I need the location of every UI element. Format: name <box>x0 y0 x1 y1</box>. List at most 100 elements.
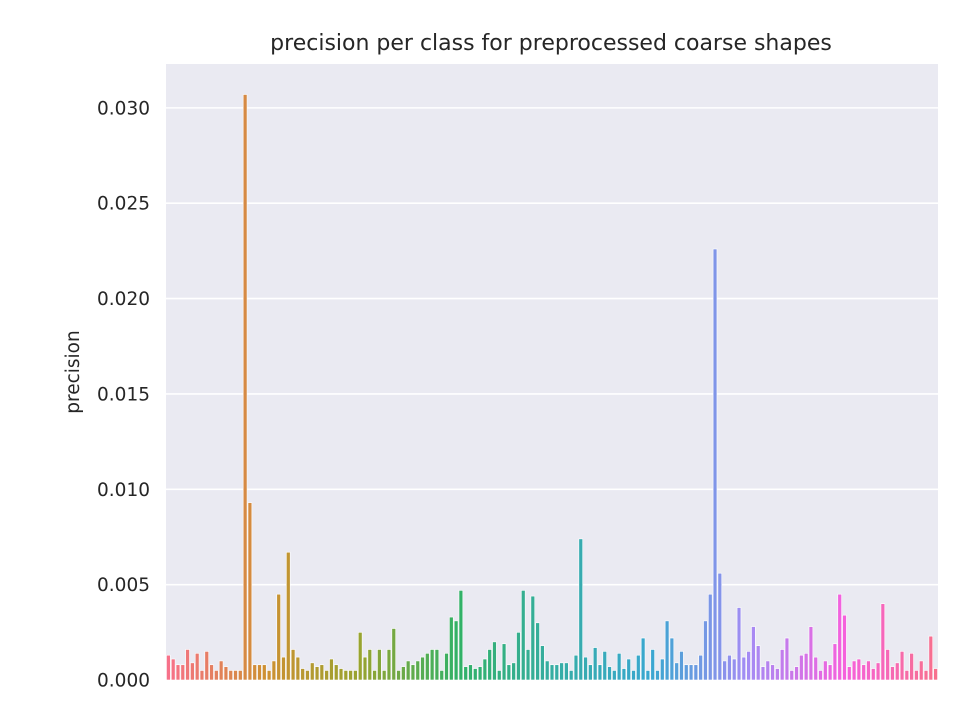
y-tick-label: 0.020 <box>97 289 150 310</box>
bar <box>223 666 229 681</box>
bar <box>199 670 205 681</box>
bar <box>262 664 267 681</box>
bar <box>861 664 866 681</box>
bar <box>228 670 233 681</box>
y-tick-labels: 0.000 0.005 0.010 0.015 0.020 0.025 0.030 <box>97 98 150 691</box>
bar <box>674 662 679 681</box>
bar <box>310 662 315 681</box>
bar <box>703 620 708 681</box>
bar <box>233 670 238 681</box>
bar <box>914 670 919 681</box>
bar <box>391 628 396 681</box>
bar <box>324 670 329 681</box>
bar <box>573 654 579 681</box>
bar <box>295 656 301 681</box>
bar <box>401 666 406 681</box>
bar <box>463 666 468 681</box>
bar <box>717 572 723 681</box>
bar <box>746 651 751 681</box>
bar <box>568 670 574 681</box>
bar <box>779 649 785 681</box>
bar <box>698 654 703 681</box>
bar <box>214 670 219 681</box>
plot-background <box>166 64 938 680</box>
bar <box>597 664 603 681</box>
bar <box>300 668 305 681</box>
bar <box>487 649 492 681</box>
y-tick-label: 0.005 <box>97 575 150 596</box>
bar <box>209 664 214 681</box>
bar <box>305 670 310 681</box>
bar <box>909 652 914 681</box>
bar <box>170 658 176 681</box>
gridlines <box>166 107 938 681</box>
bar <box>458 590 464 681</box>
bar <box>314 666 320 681</box>
bar <box>286 551 291 681</box>
bar <box>760 666 766 681</box>
bar <box>276 593 281 681</box>
bar <box>851 660 857 681</box>
bar <box>645 670 651 681</box>
bar <box>727 654 732 681</box>
bar <box>731 658 737 681</box>
y-tick-label: 0.015 <box>97 384 150 405</box>
bar <box>837 593 842 681</box>
bar <box>194 652 200 681</box>
bar <box>655 670 660 681</box>
bar <box>616 652 622 681</box>
bar <box>660 658 665 681</box>
bar <box>708 593 713 681</box>
bar <box>362 656 368 681</box>
bar <box>856 658 862 681</box>
bar <box>640 637 646 681</box>
bar <box>482 658 488 681</box>
bar <box>803 652 809 681</box>
y-tick-label: 0.000 <box>97 671 150 692</box>
bar <box>712 248 718 681</box>
bar <box>736 607 742 681</box>
bar <box>693 664 699 681</box>
bar <box>477 666 483 681</box>
bar <box>631 670 636 681</box>
y-tick-label: 0.010 <box>97 480 150 501</box>
bar <box>247 502 253 681</box>
bar <box>890 666 895 681</box>
bar <box>492 641 497 681</box>
bar <box>386 649 392 681</box>
bar <box>866 660 871 681</box>
bar <box>895 662 900 681</box>
bar <box>847 666 852 681</box>
bar <box>266 670 272 681</box>
bar <box>453 620 459 681</box>
bar <box>751 626 756 681</box>
bar <box>329 658 334 681</box>
bar <box>319 664 325 681</box>
bar <box>348 670 353 681</box>
bar <box>885 649 890 681</box>
y-tick-label: 0.025 <box>97 194 150 215</box>
bar <box>540 645 545 681</box>
bar <box>626 658 631 681</box>
bar <box>242 94 248 681</box>
bar <box>684 664 689 681</box>
bar <box>218 660 224 681</box>
bar <box>468 664 473 681</box>
bar <box>238 670 243 681</box>
bar <box>415 660 420 681</box>
bar <box>669 637 675 681</box>
bar <box>823 660 828 681</box>
bar <box>832 643 838 681</box>
bar <box>679 651 684 681</box>
bar <box>607 666 612 681</box>
bar <box>405 660 411 681</box>
bar <box>933 668 938 681</box>
bar <box>367 649 373 681</box>
bar <box>425 652 430 681</box>
bar <box>506 664 512 681</box>
bar <box>185 649 190 681</box>
bar <box>827 664 833 681</box>
bar <box>501 643 507 681</box>
bar <box>410 664 416 681</box>
bar <box>530 595 536 681</box>
